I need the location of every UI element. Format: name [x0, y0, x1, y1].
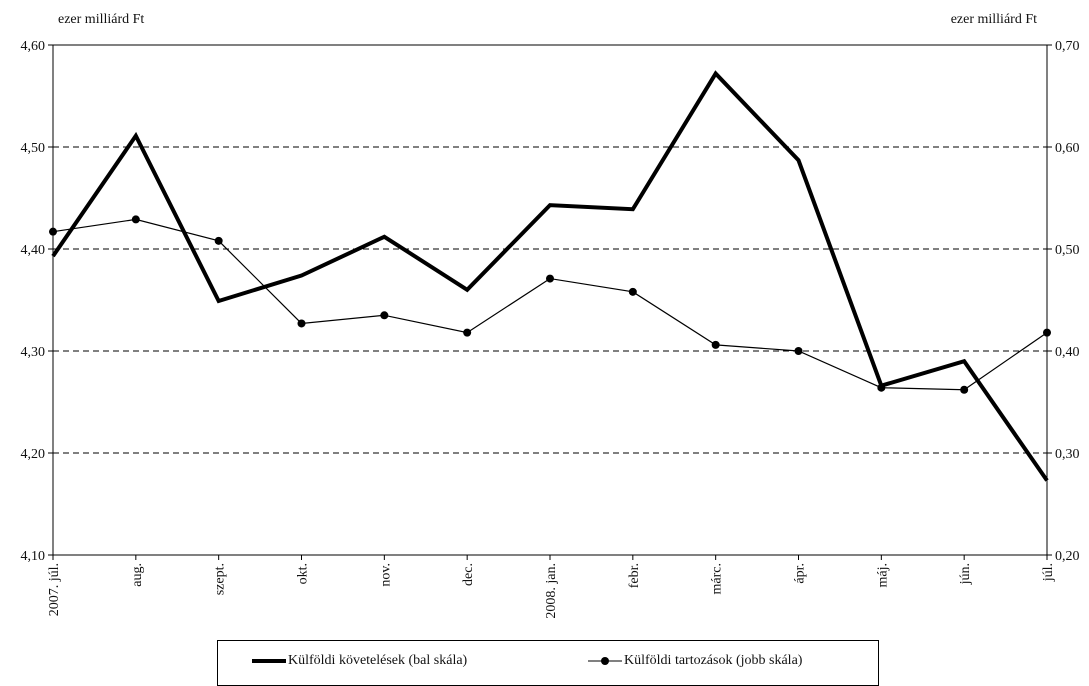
series-2-point-7	[628, 287, 637, 296]
x-axis-tick-label-12: júl.	[1041, 563, 1056, 582]
series-2-point-6	[546, 274, 554, 283]
legend-label-series1: Külföldi követelések (bal skála)	[288, 653, 468, 668]
x-axis-tick-label-11: jún.	[958, 563, 973, 585]
series-2-point-0	[49, 227, 57, 236]
series-2-point-10	[877, 383, 886, 392]
legend-item-series2: Külföldi tartozások (jobb skála)	[588, 653, 802, 669]
x-axis-tick-label-6: 2008. jan.	[544, 563, 559, 619]
right-axis-tick-label-3: 0,50	[1055, 243, 1080, 258]
series-2-point-5	[463, 328, 472, 337]
left-axis-tick-label-3: 4,40	[21, 243, 46, 258]
x-axis-tick-label-0: 2007. júl.	[47, 563, 62, 616]
left-axis-tick-label-0: 4,10	[21, 549, 46, 564]
series-line-2	[52, 218, 1048, 391]
x-axis-tick-label-10: máj.	[875, 563, 890, 588]
right-axis-tick-label-0: 0,20	[1055, 549, 1080, 564]
left-axis-tick-label-2: 4,30	[21, 345, 46, 360]
x-axis-tick-label-4: nov.	[378, 563, 393, 587]
legend-item-series1: Külföldi követelések (bal skála)	[252, 653, 467, 669]
legend-swatch-thick-line	[252, 654, 286, 668]
x-axis-tick-label-1: aug.	[130, 563, 145, 587]
series-2-point-9	[794, 347, 803, 355]
left-axis-unit-label: ezer milliárd Ft	[58, 12, 145, 27]
left-axis-tick-label-1: 4,20	[21, 447, 46, 462]
series-2-point-8	[711, 340, 720, 349]
x-axis-tick-label-5: dec.	[461, 563, 476, 586]
series-2-point-3	[297, 319, 306, 328]
left-axis-tick-label-5: 4,60	[21, 39, 46, 54]
series-2-point-11	[960, 385, 969, 394]
x-axis-tick-label-3: okt.	[296, 563, 311, 584]
x-axis-tick-label-2: szept.	[213, 563, 228, 595]
x-axis-tick-label-9: ápr.	[793, 563, 808, 584]
series-2-point-2	[214, 236, 223, 245]
series-2-point-1	[131, 215, 140, 224]
legend-swatch-marker-line	[588, 654, 622, 668]
right-axis-unit-label: ezer milliárd Ft	[950, 12, 1037, 27]
series-2-point-4	[380, 311, 389, 320]
legend-label-series2: Külföldi tartozások (jobb skála)	[624, 653, 803, 668]
x-axis-tick-label-8: márc.	[710, 563, 725, 594]
right-axis-tick-label-1: 0,30	[1055, 447, 1080, 462]
series-2-point-12	[1043, 328, 1051, 337]
right-axis-tick-label-4: 0,60	[1055, 141, 1080, 156]
right-axis-tick-label-2: 0,40	[1055, 345, 1080, 360]
right-axis-tick-label-5: 0,70	[1055, 39, 1080, 54]
plot-area-border	[52, 44, 1048, 556]
x-axis-tick-label-7: febr.	[627, 563, 642, 588]
chart-legend: Külföldi követelések (bal skála) Külföld…	[217, 640, 879, 686]
left-axis-tick-label-4: 4,50	[21, 141, 46, 156]
